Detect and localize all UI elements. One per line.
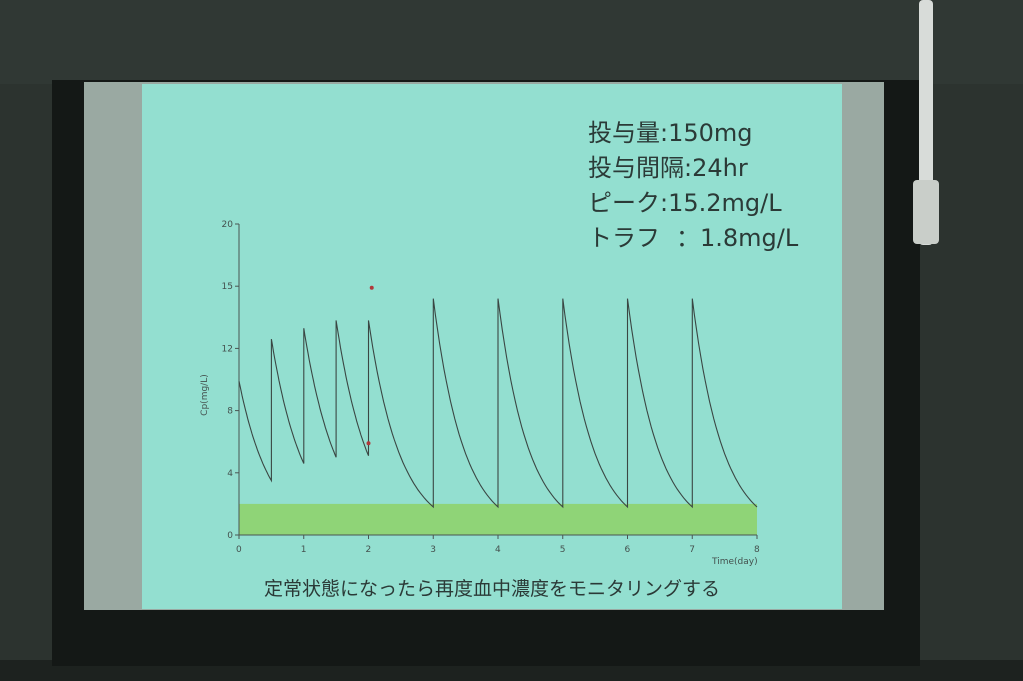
target-range-band [239,503,757,535]
trough-sep: ： [676,224,700,252]
y-tick-label: 4 [227,469,233,479]
interval-row: 投与間隔:24hr [588,151,828,186]
peak-label: ピーク [588,189,660,217]
interval-value: 24hr [692,154,748,182]
dosing-info-panel: 投与量:150mg 投与間隔:24hr ピーク:15.2mg/L トラフ： 1.8… [588,116,828,256]
trough-value: 1.8mg/L [700,224,799,252]
peak-row: ピーク:15.2mg/L [588,186,828,221]
observed-point [366,441,371,446]
dose-label: 投与量 [588,119,660,147]
x-tick-label: 2 [366,545,372,555]
y-tick-label: 20 [222,220,234,230]
peak-sep: : [660,189,669,217]
y-tick-label: 8 [227,407,233,417]
y-axis-label: Cp(mg/L) [200,374,210,416]
y-tick-label: 0 [227,531,233,541]
observed-point [369,285,374,290]
trough-label: トラフ [588,224,660,252]
cable-connector [913,180,939,244]
x-axis-label: Time(day) [711,557,758,567]
x-tick-label: 7 [689,545,695,555]
dose-sep: : [660,119,669,147]
dose-row: 投与量:150mg [588,116,828,151]
peak-value: 15.2mg/L [668,189,782,217]
interval-label: 投与間隔 [588,154,684,182]
x-tick-label: 5 [560,545,566,555]
y-tick-label: 12 [222,344,233,354]
y-tick-label: 15 [222,282,233,292]
slide-caption: 定常状態になったら再度血中濃度をモニタリングする [263,578,720,600]
interval-sep: : [684,154,693,182]
wall [0,0,1023,84]
x-tick-label: 4 [495,545,501,555]
x-tick-label: 6 [625,545,631,555]
x-tick-label: 1 [301,545,307,555]
concentration-curve [238,298,758,509]
trough-row: トラフ ： 1.8mg/L [588,221,828,256]
x-tick-label: 8 [754,545,760,555]
dose-value: 150mg [668,119,753,147]
x-tick-label: 0 [236,545,242,555]
x-tick-label: 3 [430,545,436,555]
